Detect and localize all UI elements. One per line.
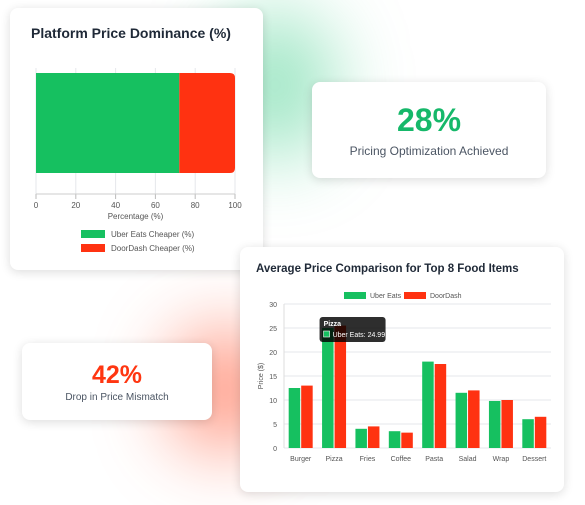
- comparison-card: Average Price Comparison for Top 8 Food …: [240, 247, 564, 492]
- bar-uber-eats: [422, 361, 434, 448]
- bar-doordash: [434, 364, 447, 448]
- legend-swatch: [344, 292, 366, 299]
- y-axis-title: Price ($): [258, 363, 265, 389]
- stat-card-mismatch: 42% Drop in Price Mismatch: [22, 343, 212, 420]
- x-tick-label: Coffee: [391, 456, 412, 463]
- bar-uber-eats: [322, 328, 334, 448]
- x-axis-title: Percentage (%): [108, 212, 164, 221]
- tooltip-title: Pizza: [324, 321, 342, 328]
- x-tick-label: 40: [111, 201, 120, 210]
- x-tick-label: Pizza: [326, 456, 343, 463]
- bar-uber-eats: [522, 419, 534, 448]
- x-tick-label: 100: [228, 201, 242, 210]
- dominance-title: Platform Price Dominance (%): [31, 25, 231, 41]
- dominance-card: Platform Price Dominance (%) 0 20 40 60 80 10…: [10, 8, 263, 270]
- x-tick-label: 80: [191, 201, 200, 210]
- y-tick-label: 15: [269, 374, 277, 381]
- x-tick-label: Salad: [459, 456, 477, 463]
- stat-label: Pricing Optimization Achieved: [349, 144, 509, 158]
- dominance-chart: 0 20 40 60 80 100 Percentage (%) Uber Eats Chea…: [34, 68, 242, 253]
- bar-uber-eats: [388, 431, 401, 448]
- x-tick-label: Pasta: [425, 456, 443, 463]
- x-tick-label: Wrap: [493, 456, 510, 463]
- comparison-title: Average Price Comparison for Top 8 Food …: [256, 263, 519, 275]
- bar-uber-eats: [288, 388, 301, 448]
- x-tick-label: 60: [151, 201, 160, 210]
- legend-swatch: [81, 244, 105, 252]
- stat-value: 28%: [396, 102, 462, 138]
- y-tick-label: 10: [269, 398, 277, 405]
- y-tick-label: 20: [269, 350, 277, 357]
- legend-label: DoorDash: [430, 293, 462, 300]
- x-tick-label: 20: [71, 201, 80, 210]
- bar-doordash: [301, 385, 313, 448]
- stat-label: Drop in Price Mismatch: [65, 392, 169, 403]
- stat-value: 42%: [91, 361, 143, 389]
- bar-segment-2: [179, 73, 235, 173]
- bar-doordash: [468, 390, 480, 448]
- tooltip: [319, 317, 386, 342]
- legend-label: Uber Eats: [370, 293, 402, 300]
- x-tick-label: Fries: [360, 456, 376, 463]
- x-tick-label: Dessert: [522, 456, 546, 463]
- y-tick-label: 5: [273, 422, 277, 429]
- y-tick-label: 0: [273, 446, 277, 453]
- x-tick-label: Burger: [290, 456, 312, 463]
- y-tick-label: 25: [269, 326, 277, 333]
- bar-doordash: [401, 432, 413, 448]
- legend-swatch: [404, 292, 426, 299]
- bar-uber-eats: [488, 400, 501, 448]
- bar-uber-eats: [455, 392, 468, 448]
- stat-card-optimization: 28% Pricing Optimization Achieved: [312, 82, 546, 178]
- tooltip-swatch: [323, 330, 330, 338]
- x-tick-label: 0: [34, 201, 39, 210]
- bar-segment-1: [36, 73, 180, 173]
- bar-doordash: [334, 325, 347, 448]
- bar-doordash: [501, 400, 513, 448]
- tooltip-text: Uber Eats: 24.99: [333, 332, 386, 339]
- bar-doordash: [534, 416, 547, 448]
- legend-label: DoorDash Cheaper (%): [111, 244, 195, 253]
- bar-uber-eats: [355, 428, 367, 448]
- legend-swatch: [81, 230, 105, 238]
- bar-doordash: [367, 426, 380, 448]
- legend-label: Uber Eats Cheaper (%): [111, 230, 194, 239]
- y-tick-label: 30: [269, 302, 277, 309]
- comparison-chart: Uber Eats DoorDash 0 5 10 15 20 25 30 Price ($) Bu…: [258, 292, 551, 463]
